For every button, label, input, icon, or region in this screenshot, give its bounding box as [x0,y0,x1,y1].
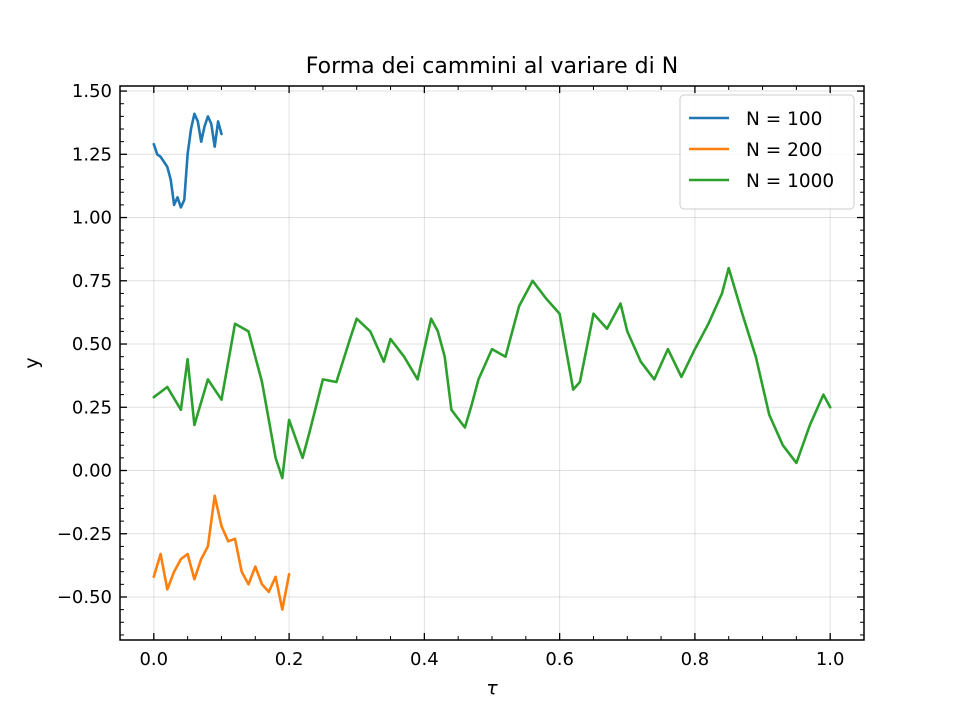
legend-label-1: N = 100 [746,109,822,130]
x-tick-label: 0.0 [139,649,168,670]
grid [120,86,864,640]
y-axis-label: y [21,357,43,368]
y-tick-label: 1.25 [72,144,112,165]
y-tick-label: −0.25 [57,524,112,545]
y-tick-label: 1.50 [72,81,112,102]
chart-title: Forma dei cammini al variare di N [306,54,678,79]
legend-label-2: N = 200 [746,140,822,161]
series-lines [152,112,832,611]
y-tick-label: 0.00 [72,461,112,482]
x-tick-label: 0.2 [275,649,304,670]
x-tick-label: 1.0 [816,649,845,670]
y-tick-label: 1.00 [72,208,112,229]
series-line-2 [152,494,291,611]
legend-label-3: N = 1000 [746,171,834,192]
y-tick-label: 0.25 [72,397,112,418]
x-axis-label: τ [486,677,498,699]
axis-ticks: 0.0 0.2 0.4 0.6 0.8 1.0 −0.50 −0.25 0.00 0.25 0.50… [57,81,865,670]
series-line-3 [152,266,832,480]
x-tick-label: 0.4 [410,649,439,670]
x-tick-label: 0.8 [681,649,710,670]
y-tick-label: −0.50 [57,587,112,608]
y-tick-label: 0.75 [72,271,112,292]
y-tick-label: 0.50 [72,334,112,355]
x-tick-label: 0.6 [545,649,574,670]
series-line-1 [152,112,223,209]
legend: N = 100 N = 200 N = 1000 [679,94,855,210]
